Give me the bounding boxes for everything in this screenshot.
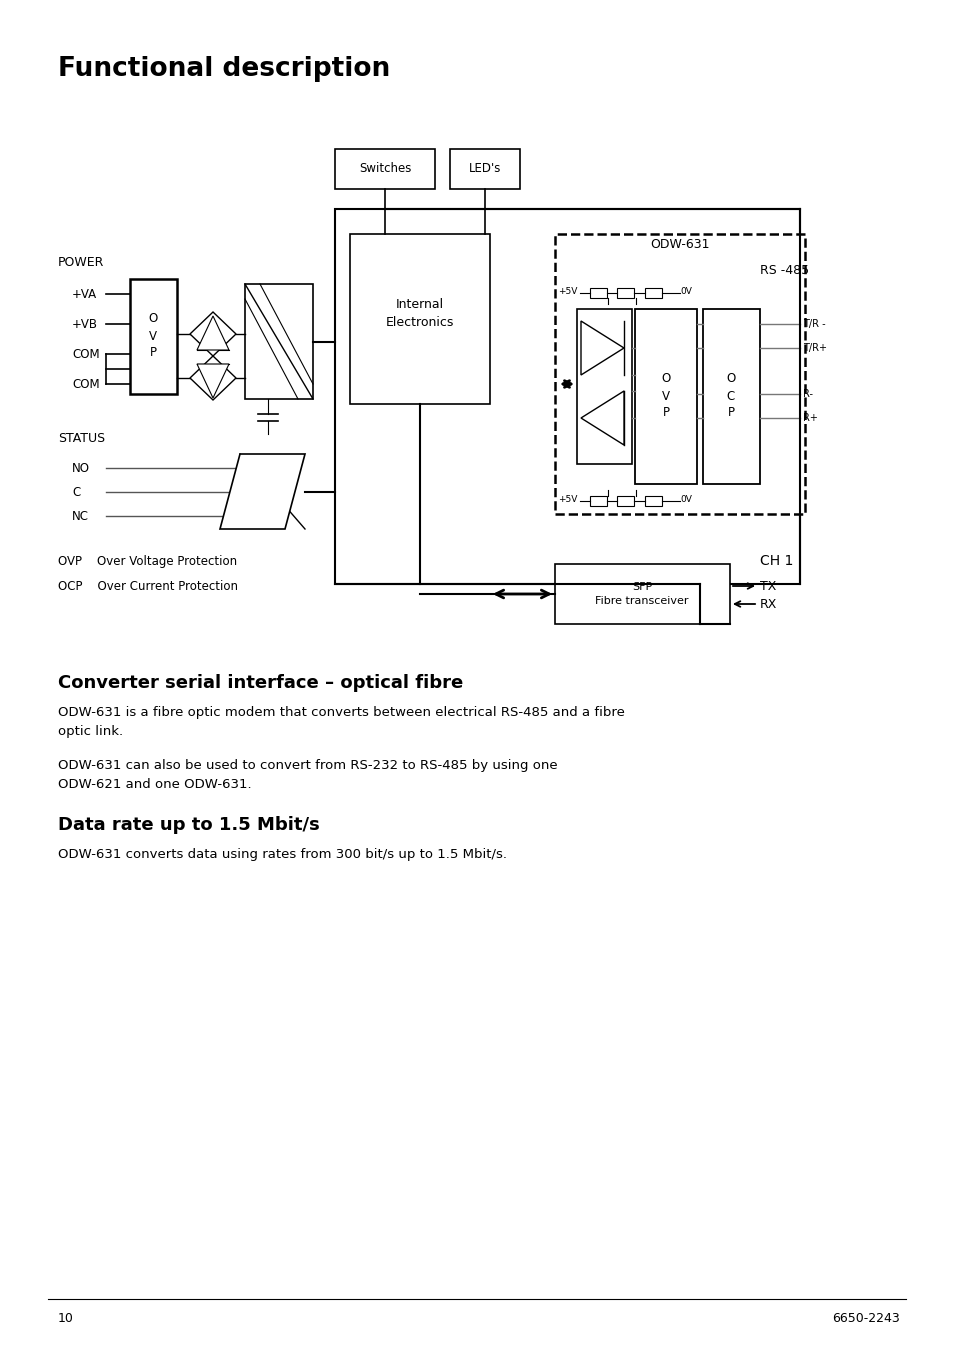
Text: RS -485: RS -485 bbox=[760, 264, 808, 278]
Bar bbox=[617, 496, 634, 506]
Text: T/R -: T/R - bbox=[802, 320, 824, 329]
Text: COM: COM bbox=[71, 348, 99, 360]
Text: COM: COM bbox=[71, 378, 99, 390]
Bar bbox=[644, 288, 661, 298]
Text: RX: RX bbox=[760, 597, 777, 611]
Text: Internal
Electronics: Internal Electronics bbox=[385, 298, 454, 329]
Text: 0V: 0V bbox=[679, 287, 691, 295]
Text: OCP    Over Current Protection: OCP Over Current Protection bbox=[58, 580, 237, 593]
Bar bbox=[589, 496, 606, 506]
Text: O
V
P: O V P bbox=[149, 313, 157, 360]
Text: +VB: +VB bbox=[71, 317, 98, 330]
Text: 6650-2243: 6650-2243 bbox=[831, 1312, 899, 1326]
Polygon shape bbox=[580, 391, 623, 445]
Text: O
C
P: O C P bbox=[725, 372, 735, 420]
Text: Switches: Switches bbox=[358, 162, 411, 176]
Text: NC: NC bbox=[71, 509, 89, 523]
Text: TX: TX bbox=[760, 580, 776, 593]
Bar bbox=[130, 279, 177, 394]
Bar bbox=[589, 288, 606, 298]
Polygon shape bbox=[580, 321, 623, 375]
Polygon shape bbox=[220, 454, 305, 529]
Text: O
V
P: O V P bbox=[660, 372, 670, 420]
Text: SFP
Fibre transceiver: SFP Fibre transceiver bbox=[595, 582, 688, 605]
Text: STATUS: STATUS bbox=[58, 432, 105, 445]
Bar bbox=[644, 496, 661, 506]
Text: T/R+: T/R+ bbox=[802, 343, 826, 353]
Bar bbox=[617, 288, 634, 298]
Text: Converter serial interface – optical fibre: Converter serial interface – optical fib… bbox=[58, 674, 463, 692]
Bar bbox=[450, 149, 519, 190]
Text: C: C bbox=[71, 486, 80, 498]
Text: +5V: +5V bbox=[558, 287, 577, 295]
Text: R+: R+ bbox=[802, 413, 817, 422]
Bar bbox=[335, 209, 800, 584]
Bar bbox=[555, 234, 804, 515]
Bar bbox=[245, 284, 313, 399]
Bar bbox=[702, 309, 760, 483]
Text: ODW-631 converts data using rates from 300 bit/s up to 1.5 Mbit/s.: ODW-631 converts data using rates from 3… bbox=[58, 848, 506, 861]
Text: ODW-631 can also be used to convert from RS-232 to RS-485 by using one
ODW-621 a: ODW-631 can also be used to convert from… bbox=[58, 760, 558, 791]
Text: 10: 10 bbox=[58, 1312, 73, 1326]
Text: NO: NO bbox=[71, 462, 90, 474]
Text: CH 1: CH 1 bbox=[760, 554, 793, 567]
Text: R-: R- bbox=[802, 389, 812, 399]
Text: +VA: +VA bbox=[71, 287, 97, 301]
Text: ODW-631: ODW-631 bbox=[650, 237, 709, 250]
Polygon shape bbox=[190, 311, 235, 356]
Bar bbox=[350, 234, 490, 403]
Bar bbox=[555, 565, 729, 624]
Text: 0V: 0V bbox=[679, 494, 691, 504]
Text: +5V: +5V bbox=[558, 494, 577, 504]
Polygon shape bbox=[190, 356, 235, 399]
Text: POWER: POWER bbox=[58, 256, 104, 268]
Bar bbox=[635, 309, 697, 483]
Text: Functional description: Functional description bbox=[58, 56, 390, 83]
Text: Data rate up to 1.5 Mbit/s: Data rate up to 1.5 Mbit/s bbox=[58, 816, 319, 834]
Polygon shape bbox=[196, 315, 229, 349]
Text: OVP    Over Voltage Protection: OVP Over Voltage Protection bbox=[58, 555, 237, 569]
Text: ODW-631 is a fibre optic modem that converts between electrical RS-485 and a fib: ODW-631 is a fibre optic modem that conv… bbox=[58, 705, 624, 738]
Text: LED's: LED's bbox=[468, 162, 500, 176]
Bar bbox=[335, 149, 435, 190]
Bar bbox=[577, 309, 631, 464]
Polygon shape bbox=[196, 364, 229, 398]
